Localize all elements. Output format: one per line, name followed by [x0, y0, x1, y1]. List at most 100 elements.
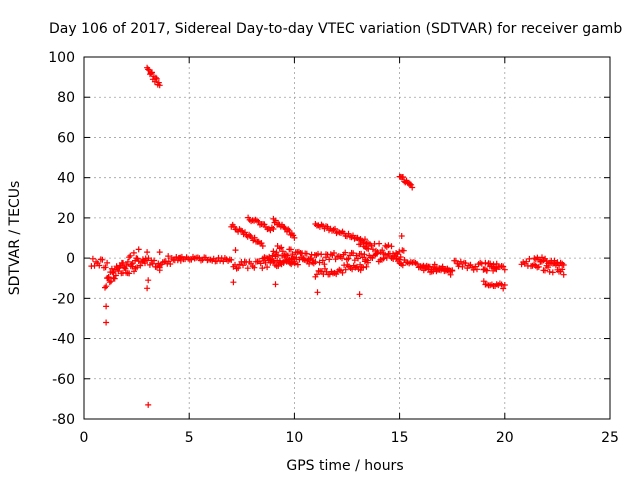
data-point: [280, 259, 287, 266]
data-point: [149, 260, 156, 267]
data-point: [359, 237, 366, 244]
grid-layer: [84, 57, 610, 419]
data-point: [89, 255, 96, 262]
data-point: [258, 240, 265, 247]
data-point: [385, 242, 392, 249]
data-point: [111, 275, 118, 282]
data-point: [369, 246, 376, 253]
data-point: [400, 247, 407, 254]
plot-frame: [83, 56, 611, 420]
data-point: [103, 283, 110, 290]
y-tick-label: -40: [52, 332, 75, 348]
data-point: [251, 264, 258, 271]
data-point: [96, 262, 103, 269]
data-point: [500, 263, 507, 270]
data-point: [112, 266, 118, 273]
x-tick-label: 10: [285, 430, 303, 446]
data-point: [354, 234, 361, 241]
data-point: [126, 270, 133, 277]
data-point: [408, 181, 415, 188]
data-point: [108, 278, 115, 285]
data-point: [156, 82, 163, 89]
data-point: [303, 250, 310, 257]
data-point: [400, 174, 406, 180]
y-tick-label: 40: [57, 171, 75, 187]
y-tick-label: -80: [52, 412, 75, 428]
data-point: [332, 225, 338, 232]
data-point: [120, 260, 127, 267]
data-point: [560, 271, 567, 278]
data-point: [149, 69, 155, 76]
data-point: [542, 267, 548, 274]
data-point: [291, 234, 298, 241]
data-point: [342, 266, 349, 273]
data-point: [239, 228, 246, 235]
data-point: [355, 255, 361, 262]
data-point: [126, 254, 133, 261]
y-tick-label: -20: [52, 291, 75, 307]
data-point: [104, 259, 111, 266]
data-point: [342, 249, 349, 256]
data-point: [478, 260, 485, 267]
data-point: [108, 265, 115, 272]
data-point: [124, 258, 131, 265]
data-point: [155, 79, 162, 86]
data-point: [380, 250, 387, 257]
data-point: [167, 261, 174, 267]
data-point: [116, 262, 123, 269]
chart-title: Day 106 of 2017, Sidereal Day-to-day VTE…: [49, 21, 622, 37]
data-point: [406, 180, 413, 187]
y-tick-label: 20: [57, 211, 75, 227]
data-point: [549, 269, 556, 276]
data-point: [232, 247, 239, 254]
data-point: [264, 264, 271, 271]
data-point: [291, 260, 298, 267]
data-point: [131, 268, 137, 275]
data-point: [396, 248, 403, 255]
data-point: [144, 249, 151, 256]
data-point: [399, 262, 406, 269]
data-point: [99, 256, 106, 263]
x-axis-label: GPS time / hours: [286, 458, 403, 474]
y-tick-label: 80: [57, 90, 75, 106]
data-point: [364, 257, 371, 264]
data-point: [501, 266, 508, 273]
data-point: [134, 264, 141, 271]
data-point: [307, 256, 313, 263]
x-tick-label: 25: [601, 430, 619, 446]
x-tick-label: 20: [496, 430, 514, 446]
data-point: [274, 243, 281, 249]
data-point: [103, 319, 110, 326]
data-point: [447, 271, 454, 278]
data-point: [449, 267, 456, 274]
data-point: [526, 255, 533, 262]
data-point: [267, 256, 274, 263]
data-point: [278, 244, 285, 251]
data-point: [272, 281, 279, 288]
data-point: [414, 261, 421, 267]
ticks-layer: -80 -60 -40 -20 0 20 40 60 80 100 0 5 10 15 20 25: [48, 50, 619, 446]
data-point: [368, 242, 375, 249]
data-point: [359, 254, 366, 261]
data-point: [349, 266, 356, 273]
data-point: [279, 248, 286, 255]
data-point: [326, 256, 333, 263]
data-point: [156, 267, 163, 274]
data-point: [310, 257, 317, 264]
data-point: [480, 266, 487, 273]
data-point: [322, 265, 328, 272]
data-point: [240, 262, 246, 269]
data-point: [144, 285, 151, 292]
data-point: [409, 184, 416, 191]
data-point: [339, 255, 345, 262]
data-point: [259, 265, 266, 272]
data-point: [145, 401, 152, 408]
data-point: [345, 255, 352, 262]
data-point: [314, 271, 320, 278]
data-point: [361, 251, 368, 258]
data-point: [145, 277, 152, 284]
data-point: [331, 250, 337, 256]
data-point: [275, 252, 282, 259]
data-point: [230, 279, 237, 286]
data-point: [165, 253, 172, 260]
